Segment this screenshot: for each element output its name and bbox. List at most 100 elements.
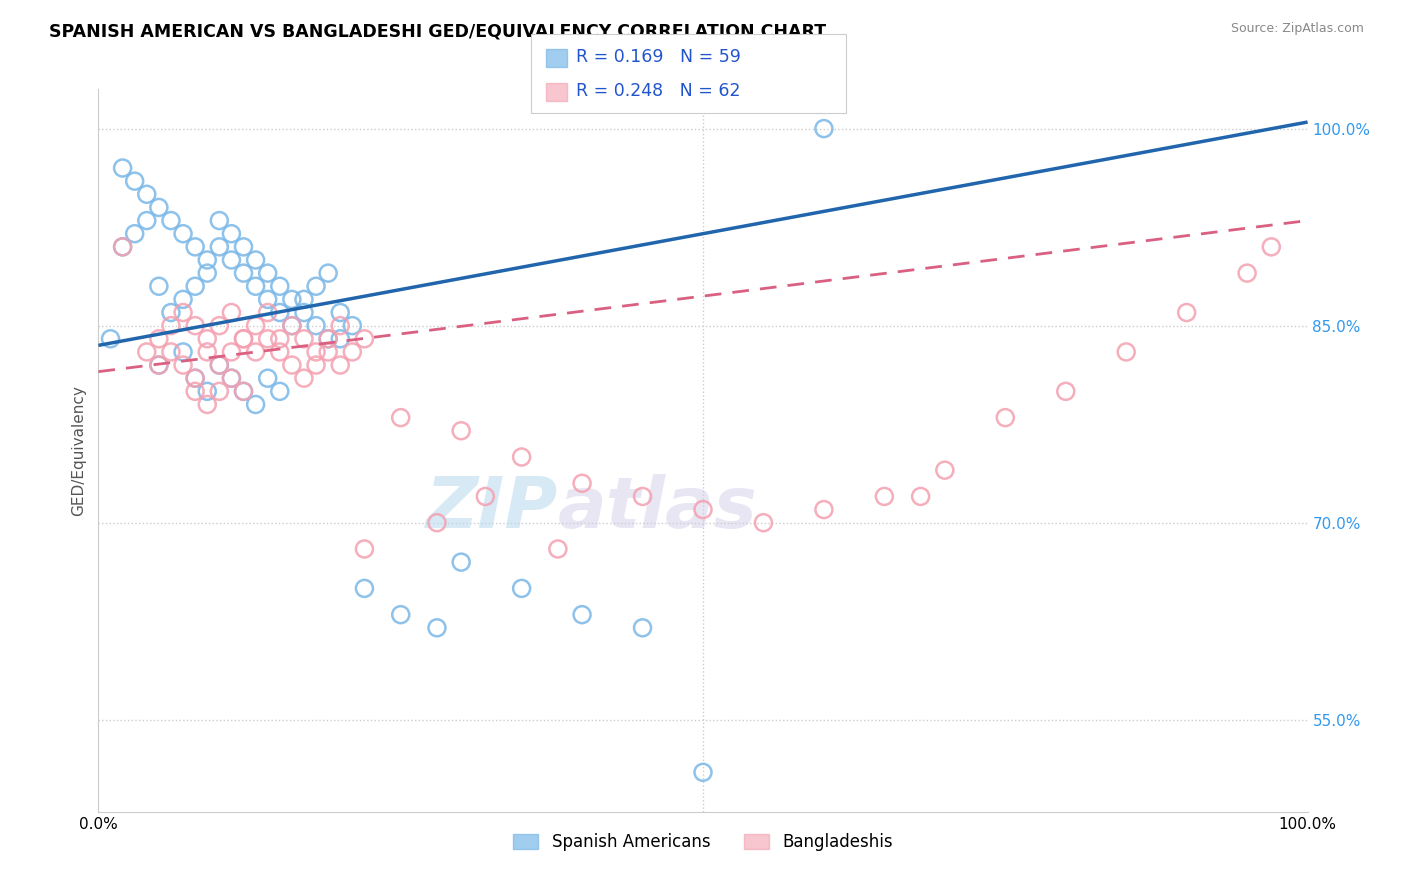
Point [184, 384, 207, 399]
Point [269, 332, 291, 346]
Point [269, 305, 291, 319]
Point [221, 371, 243, 385]
Point [292, 332, 315, 346]
Point [160, 305, 183, 319]
Point [256, 305, 278, 319]
Point [232, 384, 254, 399]
Point [305, 279, 328, 293]
Point [752, 516, 775, 530]
Point [281, 318, 304, 333]
Point [305, 358, 328, 372]
Point [256, 266, 278, 280]
Point [450, 424, 472, 438]
Point [135, 213, 157, 227]
Text: SPANISH AMERICAN VS BANGLADESHI GED/EQUIVALENCY CORRELATION CHART: SPANISH AMERICAN VS BANGLADESHI GED/EQUI… [49, 22, 827, 40]
Point [426, 516, 449, 530]
Point [245, 397, 267, 411]
Point [208, 358, 231, 372]
Point [1115, 345, 1137, 359]
Point [208, 358, 231, 372]
Text: ZIP: ZIP [426, 474, 558, 542]
Point [510, 450, 533, 464]
Point [910, 490, 932, 504]
Point [353, 541, 375, 556]
Point [813, 502, 835, 516]
Point [172, 227, 194, 241]
Point [172, 358, 194, 372]
Point [450, 555, 472, 569]
Point [184, 371, 207, 385]
Point [195, 266, 218, 280]
Point [172, 293, 194, 307]
Point [329, 358, 352, 372]
Text: R = 0.248   N = 62: R = 0.248 N = 62 [576, 82, 741, 100]
Point [172, 345, 194, 359]
Point [208, 213, 231, 227]
Point [426, 621, 449, 635]
Point [124, 227, 146, 241]
Point [571, 607, 593, 622]
Point [232, 332, 254, 346]
Point [631, 490, 654, 504]
Point [256, 293, 278, 307]
Point [124, 174, 146, 188]
Point [547, 541, 569, 556]
Point [474, 490, 496, 504]
Legend: Spanish Americans, Bangladeshis: Spanish Americans, Bangladeshis [506, 826, 900, 857]
Point [160, 213, 183, 227]
Point [269, 384, 291, 399]
Point [111, 240, 134, 254]
Point [245, 345, 267, 359]
Point [195, 252, 218, 267]
Point [148, 332, 170, 346]
Point [195, 345, 218, 359]
Point [316, 332, 339, 346]
Y-axis label: GED/Equivalency: GED/Equivalency [72, 385, 87, 516]
Point [305, 345, 328, 359]
Point [221, 371, 243, 385]
Point [100, 332, 122, 346]
Point [389, 410, 412, 425]
Point [195, 332, 218, 346]
Point [281, 358, 304, 372]
Point [692, 765, 714, 780]
Point [256, 371, 278, 385]
Point [1260, 240, 1282, 254]
Text: Source: ZipAtlas.com: Source: ZipAtlas.com [1230, 22, 1364, 36]
Point [305, 318, 328, 333]
Point [692, 502, 714, 516]
Point [342, 318, 364, 333]
Point [329, 305, 352, 319]
Point [994, 410, 1017, 425]
Point [184, 279, 207, 293]
Point [208, 318, 231, 333]
Point [184, 371, 207, 385]
Point [631, 621, 654, 635]
Point [232, 332, 254, 346]
Point [329, 318, 352, 333]
Point [208, 240, 231, 254]
Point [221, 345, 243, 359]
Point [148, 358, 170, 372]
Point [111, 240, 134, 254]
Point [353, 582, 375, 596]
Point [221, 305, 243, 319]
Point [135, 345, 157, 359]
Point [269, 279, 291, 293]
Text: atlas: atlas [558, 474, 758, 542]
Point [1236, 266, 1258, 280]
Point [329, 332, 352, 346]
Point [148, 201, 170, 215]
Point [316, 332, 339, 346]
Point [184, 318, 207, 333]
Point [389, 607, 412, 622]
Point [269, 345, 291, 359]
Point [135, 187, 157, 202]
Point [281, 293, 304, 307]
Point [232, 266, 254, 280]
Point [208, 384, 231, 399]
Point [281, 318, 304, 333]
Point [316, 266, 339, 280]
Point [1175, 305, 1198, 319]
Point [195, 397, 218, 411]
